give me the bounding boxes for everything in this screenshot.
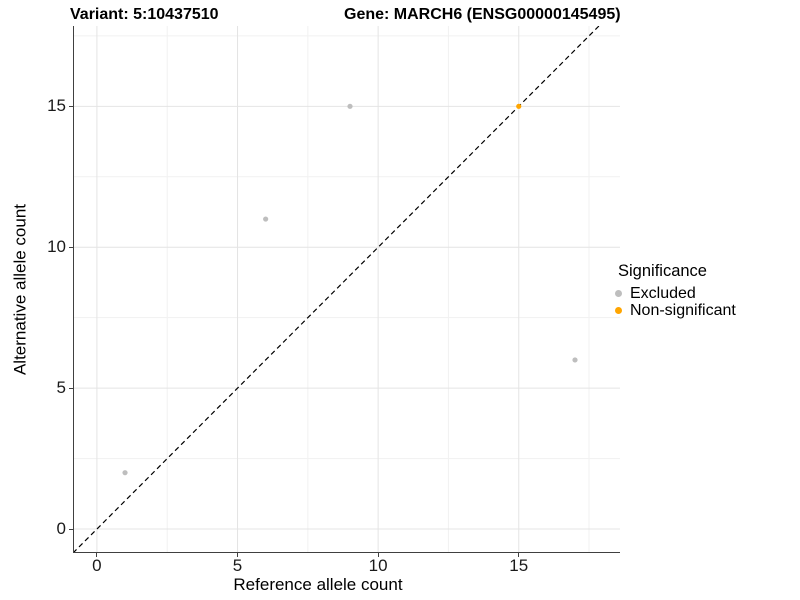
y-tick-mark [69, 529, 73, 530]
data-point-excluded [263, 216, 268, 221]
legend-item-non-significant: Non-significant [611, 302, 736, 319]
legend-dot-icon [615, 290, 622, 297]
y-tick-label: 0 [36, 519, 66, 539]
legend-item-label: Excluded [630, 285, 696, 303]
plot-panel [73, 26, 620, 553]
x-tick-label: 0 [77, 556, 117, 576]
gene-title: Gene: MARCH6 (ENSG00000145495) [344, 6, 621, 24]
x-tick-label: 5 [218, 556, 258, 576]
y-tick-mark [69, 106, 73, 107]
y-tick-label: 5 [36, 378, 66, 398]
y-axis-label: Alternative allele count [11, 140, 30, 440]
legend-item-excluded: Excluded [611, 285, 736, 302]
data-point-excluded [347, 104, 352, 109]
x-axis-label: Reference allele count [168, 575, 468, 595]
y-tick-mark [69, 247, 73, 248]
x-tick-label: 15 [499, 556, 539, 576]
variant-title: Variant: 5:10437510 [70, 6, 219, 24]
x-tick-label: 10 [358, 556, 398, 576]
data-point-non-significant [516, 104, 521, 109]
plot-canvas [73, 26, 620, 553]
y-tick-mark [69, 388, 73, 389]
y-tick-label: 10 [36, 237, 66, 257]
data-point-excluded [122, 470, 127, 475]
scatter-plot-figure: Variant: 5:10437510 Gene: MARCH6 (ENSG00… [0, 0, 800, 600]
legend-item-label: Non-significant [630, 302, 736, 320]
legend-dot-icon [615, 307, 622, 314]
legend: Significance ExcludedNon-significant [611, 261, 736, 319]
y-tick-label: 15 [36, 96, 66, 116]
legend-title: Significance [618, 261, 736, 281]
data-point-excluded [572, 357, 577, 362]
